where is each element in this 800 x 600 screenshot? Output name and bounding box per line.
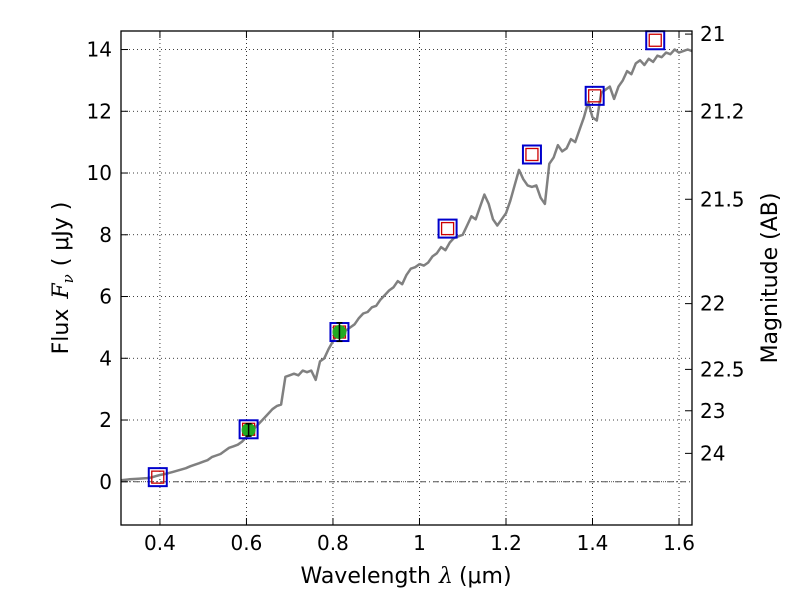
y-axis-symbol: F [49,283,74,300]
x-tick-label: 1.2 [490,531,522,555]
model-point-inner [440,221,455,236]
x-tick-label: 0.4 [144,531,176,555]
y-tick-label: 0 [99,470,112,494]
model-point-outer [147,467,168,488]
x-axis-title: Wavelength λ (μm) [300,564,511,589]
y2-tick-label: 23 [700,399,725,423]
y-axis-subscript: ν [59,274,77,283]
y2-axis-title: Magnitude (AB) [758,193,783,364]
spectrum-line [120,48,693,482]
x-tick-label: 0.6 [231,531,263,555]
axes: 0.4 0.6 0.8 1 1.2 1.4 1.6024681012142121.221.5… [87,22,745,555]
model-point-outer [238,419,259,440]
model-point-inner [648,33,662,47]
y-tick-label: 10 [87,161,112,185]
x-tick-label: 1.6 [663,531,695,555]
y-tick-label: 14 [87,38,112,62]
y-tick-label: 8 [99,223,112,247]
model-point-inner [151,470,165,484]
plot-area [120,30,693,488]
y-tick-label: 4 [99,346,112,370]
plot-frame [120,30,693,526]
y-tick-label: 6 [99,285,112,309]
y-tick-label: 2 [99,408,112,432]
y2-tick-label: 22.5 [700,357,745,381]
y-axis-title: Flux Fν ( μJy ) [49,202,77,355]
y2-tick-label: 21.2 [700,99,745,123]
y-axis-units: ( μJy ) [49,202,74,267]
x-axis-title-prefix: Wavelength [300,564,431,589]
y2-tick-label: 24 [700,441,725,465]
y2-tick-label: 22 [700,292,725,316]
model-point-outer [437,218,458,239]
x-tick-label: 1.4 [577,531,609,555]
y-tick-label: 12 [87,99,112,123]
model-point-inner [525,147,539,162]
x-tick-label: 0.8 [317,531,349,555]
x-tick-label: 1 [413,531,426,555]
y2-tick-label: 21 [700,22,725,46]
model-point-outer [584,85,605,106]
y2-tick-label: 21.5 [700,187,745,211]
y-axis-title-prefix: Flux [49,309,74,355]
model-point-outer [521,144,542,165]
x-axis-units: (μm) [459,564,512,589]
x-axis-symbol: λ [438,564,453,589]
model-point-inner [588,89,602,103]
